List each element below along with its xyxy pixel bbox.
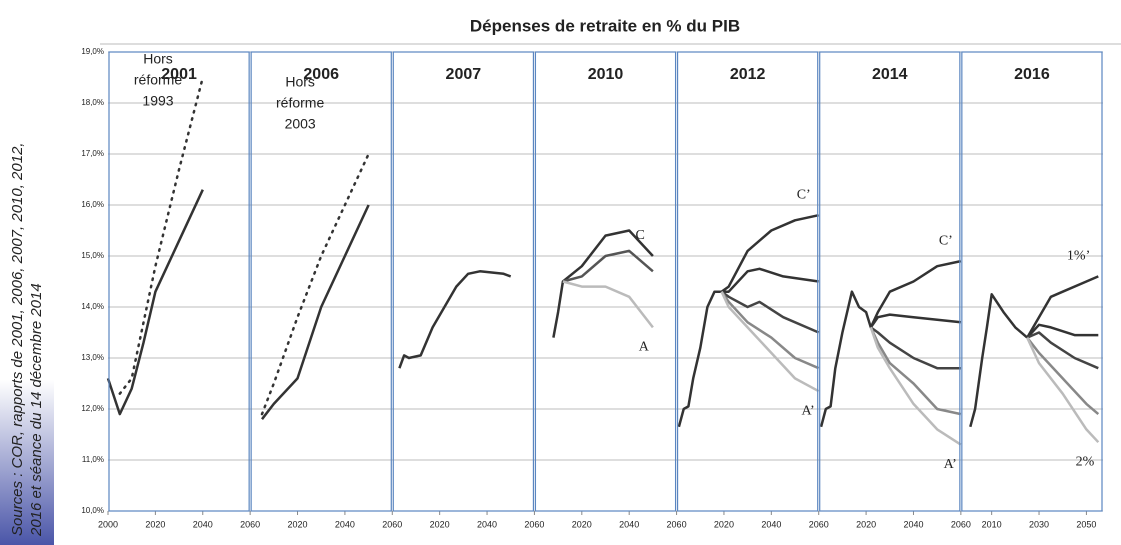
series-line — [106, 189, 204, 416]
series-line — [118, 76, 205, 395]
y-tick-label: 18,0% — [81, 98, 104, 107]
y-tick-label: 19,0% — [81, 47, 104, 56]
series-line — [720, 291, 820, 393]
annotation: 2003 — [285, 116, 316, 132]
panel-title: 2010 — [588, 66, 624, 83]
series-label: C’ — [797, 187, 811, 202]
series-line — [677, 213, 819, 428]
series-label: 1%’ — [1067, 249, 1090, 264]
y-tick-label: 13,0% — [81, 353, 104, 362]
annotation: réforme — [134, 72, 182, 88]
x-tick-label: 2040 — [903, 519, 923, 529]
y-tick-label: 17,0% — [81, 149, 104, 158]
series-line — [1026, 336, 1100, 416]
panel-frame — [819, 51, 961, 512]
panel-frame — [961, 51, 1103, 512]
x-tick-label: 2000 — [98, 519, 118, 529]
x-tick-label: 2020 — [288, 519, 308, 529]
series-line — [969, 275, 1099, 428]
x-tick-label: 2060 — [240, 519, 260, 529]
annotation: réforme — [276, 95, 324, 111]
annotation: Hors — [143, 51, 173, 67]
panel-title: 2007 — [446, 66, 482, 83]
series-line — [869, 326, 962, 446]
series-line — [1026, 337, 1100, 444]
panel-frame — [676, 51, 819, 512]
x-tick-label: 2060 — [524, 519, 544, 529]
series-label: A’ — [944, 457, 957, 472]
series-label: 2% — [1076, 454, 1095, 469]
source-text: Sources : COR, rapports de 2001, 2006, 2… — [9, 142, 26, 536]
series-line — [869, 313, 962, 329]
panel-title: 2006 — [303, 66, 339, 83]
series-line — [870, 326, 961, 370]
x-tick-label: 2010 — [982, 519, 1002, 529]
series-label: C’ — [939, 233, 953, 248]
panel-frame — [392, 51, 535, 512]
panel-title: 2001 — [161, 66, 197, 83]
panel-frame — [108, 51, 250, 512]
series-line — [562, 249, 654, 283]
x-tick-label: 2020 — [430, 519, 450, 529]
x-tick-label: 2060 — [667, 519, 687, 529]
panel-frame — [534, 51, 677, 512]
series-line — [398, 270, 512, 369]
y-tick-label: 16,0% — [81, 200, 104, 209]
source-text: 2016 et séance du 14 décembre 2014 — [28, 283, 45, 537]
panel-title: 2012 — [730, 66, 766, 83]
series-line — [721, 267, 819, 293]
x-tick-label: 2040 — [477, 519, 497, 529]
x-tick-label: 2020 — [572, 519, 592, 529]
x-tick-label: 2050 — [1076, 519, 1096, 529]
x-tick-label: 2020 — [714, 519, 734, 529]
x-tick-label: 2040 — [761, 519, 781, 529]
series-line — [562, 280, 654, 329]
annotation: Hors — [285, 74, 315, 90]
panel-title: 2014 — [872, 66, 908, 83]
series-line — [720, 290, 820, 334]
series-line — [1026, 323, 1099, 339]
series-line — [819, 259, 962, 428]
x-tick-label: 2060 — [951, 519, 971, 529]
x-tick-label: 2060 — [809, 519, 829, 529]
series-line — [260, 152, 370, 416]
y-tick-label: 15,0% — [81, 251, 104, 260]
series-line — [552, 229, 654, 338]
x-tick-label: 2030 — [1029, 519, 1049, 529]
y-tick-label: 11,0% — [82, 455, 104, 464]
y-tick-label: 12,0% — [81, 404, 104, 413]
series-line — [720, 290, 820, 370]
series-label: A’ — [801, 403, 814, 418]
annotation: 1993 — [142, 93, 173, 109]
chart-title: Dépenses de retraite en % du PIB — [470, 16, 740, 35]
x-tick-label: 2040 — [335, 519, 355, 529]
y-tick-label: 10,0% — [81, 506, 104, 515]
x-tick-label: 2020 — [145, 519, 165, 529]
series-line — [261, 204, 370, 420]
y-tick-label: 14,0% — [81, 302, 104, 311]
x-tick-label: 2040 — [193, 519, 213, 529]
source-background — [0, 380, 54, 545]
series-label: C — [636, 228, 645, 243]
x-tick-label: 2060 — [382, 519, 402, 529]
series-line — [869, 326, 962, 416]
x-tick-label: 2040 — [619, 519, 639, 529]
x-tick-label: 2020 — [856, 519, 876, 529]
series-line — [1026, 331, 1099, 370]
panel-title: 2016 — [1014, 66, 1050, 83]
panel-frame — [250, 51, 392, 512]
series-label: A — [639, 340, 650, 355]
